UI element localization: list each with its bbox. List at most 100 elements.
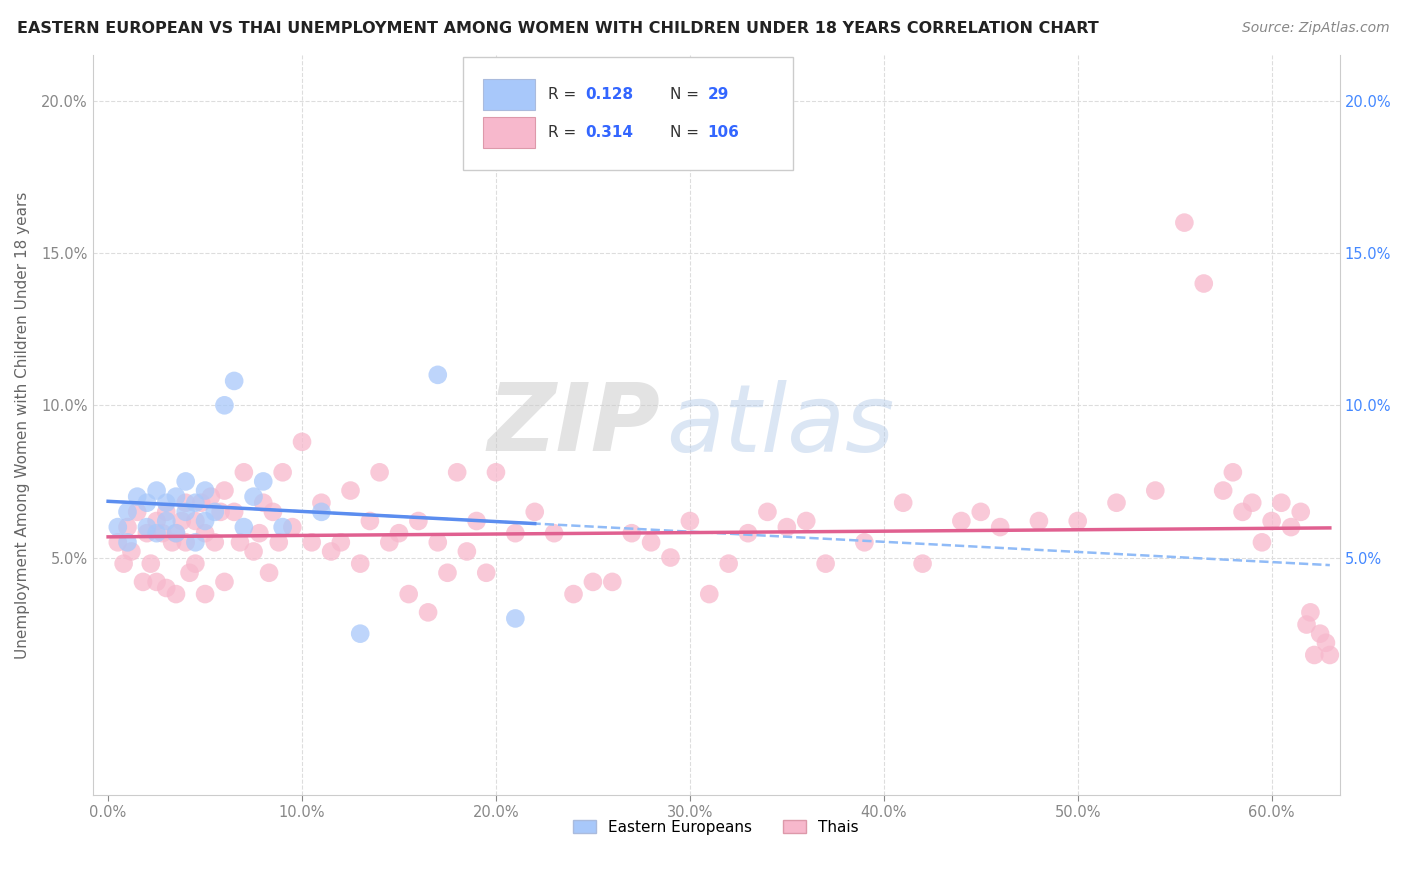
Point [224,505,246,519]
Point [1315,636,1337,650]
Point [311,505,333,519]
Point [127,490,149,504]
Point [349,557,371,571]
Point [184,496,207,510]
Point [368,465,391,479]
Point [475,566,498,580]
Point [132,574,155,589]
Point [204,535,226,549]
Text: 0.314: 0.314 [585,126,633,140]
Point [160,535,183,549]
Point [1251,535,1274,549]
Point [1222,465,1244,479]
Point [1289,505,1312,519]
Point [194,587,217,601]
Text: R =: R = [548,126,581,140]
Point [1319,648,1341,662]
Text: Source: ZipAtlas.com: Source: ZipAtlas.com [1241,21,1389,35]
Point [135,496,157,510]
Point [252,475,274,489]
Point [194,514,217,528]
Point [214,574,236,589]
Text: 29: 29 [707,87,728,102]
Point [145,526,167,541]
Point [179,566,201,580]
Point [267,535,290,549]
Point [523,505,546,519]
Point [127,505,149,519]
Point [543,526,565,541]
Point [659,550,682,565]
Point [1299,605,1322,619]
Point [214,483,236,498]
Legend: Eastern Europeans, Thais: Eastern Europeans, Thais [567,814,865,840]
Point [485,465,508,479]
Point [252,496,274,510]
Point [446,465,468,479]
Y-axis label: Unemployment Among Women with Children Under 18 years: Unemployment Among Women with Children U… [15,192,30,659]
Point [1270,496,1292,510]
Text: R =: R = [548,87,581,102]
Point [107,520,129,534]
Point [204,505,226,519]
Point [1212,483,1234,498]
Point [1192,277,1215,291]
Point [640,535,662,549]
Point [582,574,605,589]
Point [232,520,254,534]
Point [229,535,252,549]
Point [776,520,799,534]
Text: ZIP: ZIP [486,379,659,471]
Point [339,483,361,498]
Point [117,535,139,549]
Text: atlas: atlas [666,380,894,471]
Point [794,514,817,528]
Point [756,505,779,519]
Point [814,557,837,571]
Point [170,514,193,528]
Point [1232,505,1254,519]
Point [321,544,343,558]
Point [600,574,623,589]
Point [155,505,177,519]
Point [145,483,167,498]
Point [1295,617,1317,632]
Point [271,465,294,479]
Point [135,520,157,534]
Point [214,398,236,412]
Point [436,566,458,580]
Point [174,475,197,489]
Point [1260,514,1282,528]
Point [120,544,142,558]
Point [184,535,207,549]
Point [378,535,401,549]
Text: 0.128: 0.128 [585,87,633,102]
Point [359,514,381,528]
Point [620,526,643,541]
Point [416,605,439,619]
Point [271,520,294,534]
Point [165,526,187,541]
Point [1173,216,1195,230]
Point [1144,483,1167,498]
Text: EASTERN EUROPEAN VS THAI UNEMPLOYMENT AMONG WOMEN WITH CHILDREN UNDER 18 YEARS C: EASTERN EUROPEAN VS THAI UNEMPLOYMENT AM… [17,21,1098,36]
Point [988,520,1011,534]
Point [135,526,157,541]
Point [1067,514,1090,528]
Point [301,535,323,549]
Point [200,490,222,504]
Point [950,514,973,528]
Point [1303,648,1326,662]
Point [165,526,187,541]
Point [1105,496,1128,510]
Point [107,535,129,549]
Point [112,557,135,571]
Point [853,535,876,549]
FancyBboxPatch shape [482,78,536,110]
Point [155,496,177,510]
Point [737,526,759,541]
Point [262,505,284,519]
Point [155,581,177,595]
Point [1241,496,1264,510]
Point [247,526,270,541]
